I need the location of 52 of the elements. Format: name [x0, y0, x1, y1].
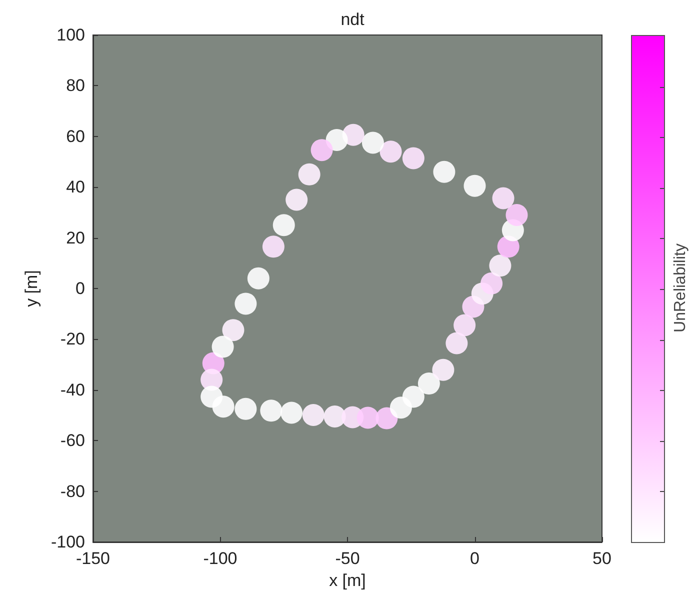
point	[302, 404, 324, 426]
point	[212, 396, 234, 418]
point	[418, 372, 440, 395]
chart-title: ndt	[340, 10, 365, 29]
x-axis-title: x [m]	[329, 570, 366, 590]
point	[432, 358, 454, 381]
point	[262, 236, 284, 258]
y-axis-title: y [m]	[22, 270, 42, 307]
point	[310, 139, 333, 162]
x-tick-label: -50	[335, 549, 360, 568]
point	[272, 214, 295, 236]
y-tick-label: 60	[66, 126, 85, 146]
point	[402, 147, 424, 170]
point	[464, 174, 486, 197]
y-tick-label: -20	[60, 330, 85, 349]
x-tick-label: -100	[203, 549, 238, 568]
point	[298, 163, 320, 186]
point	[234, 292, 257, 315]
x-tick-label: -150	[76, 549, 110, 568]
y-tick-label: 40	[66, 178, 85, 197]
point	[376, 407, 398, 430]
point	[260, 400, 282, 422]
y-tick-label: 0	[76, 279, 85, 298]
point	[380, 140, 402, 163]
y-tick-label: 100	[56, 26, 85, 44]
point	[489, 254, 512, 277]
y-tick-label: 80	[66, 76, 85, 96]
x-tick-label: 50	[592, 549, 612, 568]
point	[402, 386, 424, 408]
point	[480, 272, 503, 294]
point	[446, 332, 468, 354]
point	[454, 314, 476, 336]
point	[234, 398, 257, 420]
point	[326, 128, 348, 151]
point	[324, 406, 346, 428]
point	[222, 319, 244, 342]
x-tick-label: 0	[470, 549, 480, 568]
y-tick-label: -80	[60, 482, 85, 501]
y-tick-label: -40	[60, 380, 85, 400]
point	[433, 160, 456, 183]
point	[492, 187, 514, 210]
point	[212, 336, 234, 358]
point	[356, 406, 379, 429]
y-tick-label: 20	[66, 228, 85, 248]
point	[362, 132, 384, 154]
point	[280, 402, 303, 424]
y-tick-label: -60	[60, 431, 85, 450]
color-bar-title: UnReliability	[672, 244, 690, 332]
y-tick-label: -100	[50, 532, 85, 552]
point	[286, 188, 308, 211]
point	[506, 204, 528, 226]
point	[247, 267, 270, 290]
